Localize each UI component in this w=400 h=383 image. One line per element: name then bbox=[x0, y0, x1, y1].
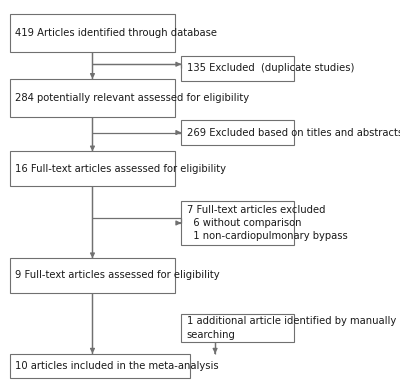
Text: 419 Articles identified through database: 419 Articles identified through database bbox=[15, 28, 217, 38]
Text: 9 Full-text articles assessed for eligibility: 9 Full-text articles assessed for eligib… bbox=[15, 270, 220, 280]
FancyBboxPatch shape bbox=[10, 79, 175, 117]
Text: 135 Excluded  (duplicate studies): 135 Excluded (duplicate studies) bbox=[187, 64, 354, 74]
FancyBboxPatch shape bbox=[181, 56, 294, 81]
Text: 284 potentially relevant assessed for eligibility: 284 potentially relevant assessed for el… bbox=[15, 93, 249, 103]
Text: 10 articles included in the meta-analysis: 10 articles included in the meta-analysi… bbox=[15, 361, 219, 371]
Text: 16 Full-text articles assessed for eligibility: 16 Full-text articles assessed for eligi… bbox=[15, 164, 226, 173]
FancyBboxPatch shape bbox=[181, 201, 294, 245]
FancyBboxPatch shape bbox=[181, 314, 294, 342]
Text: 1 additional article identified by manually
searching: 1 additional article identified by manua… bbox=[187, 316, 396, 339]
Text: 7 Full-text articles excluded
  6 without comparison
  1 non-cardiopulmonary byp: 7 Full-text articles excluded 6 without … bbox=[187, 205, 348, 241]
Text: 269 Excluded based on titles and abstracts: 269 Excluded based on titles and abstrac… bbox=[187, 128, 400, 137]
FancyBboxPatch shape bbox=[10, 14, 175, 52]
FancyBboxPatch shape bbox=[10, 354, 190, 378]
FancyBboxPatch shape bbox=[10, 258, 175, 293]
FancyBboxPatch shape bbox=[10, 151, 175, 186]
FancyBboxPatch shape bbox=[181, 120, 294, 145]
